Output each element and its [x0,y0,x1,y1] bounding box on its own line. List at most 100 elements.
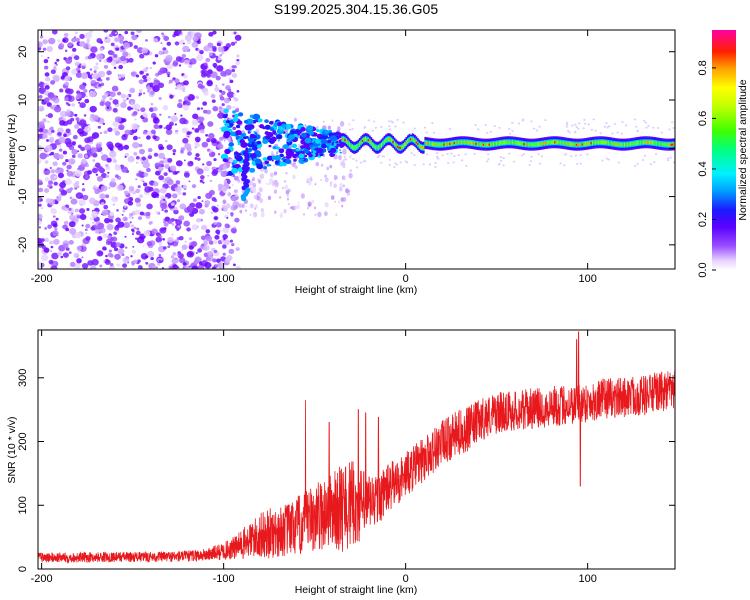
spectrogram-heatmap [38,30,675,269]
heatmap-cell [314,138,321,144]
heatmap-cell [324,124,326,127]
heatmap-cell [421,145,424,150]
heatmap-cell [108,186,111,189]
heatmap-cell [605,121,608,124]
heatmap-cell [61,226,64,228]
heatmap-cell [79,33,85,39]
heatmap-cell [558,140,560,145]
heatmap-cell [47,224,52,229]
heatmap-cell [434,162,437,165]
heatmap-cell [669,156,672,159]
heatmap-cell [168,186,171,188]
heatmap-cell [65,128,71,133]
heatmap-cell [536,142,539,147]
heatmap-cell [549,140,552,145]
heatmap-cell [382,141,384,146]
snr-frame [37,329,676,570]
heatmap-cell [122,42,131,49]
heatmap-cell [148,107,155,112]
heatmap-cell [100,73,103,76]
heatmap-cell [511,121,514,124]
heatmap-cell [663,142,665,147]
heatmap-cell [211,197,217,202]
heatmap-cell [91,210,98,217]
heatmap-cell [105,194,110,199]
heatmap-cell [543,142,547,145]
heatmap-cell [181,53,187,59]
heatmap-cell [48,37,56,45]
heatmap-cell [132,124,140,131]
heatmap-cell [290,130,296,135]
heatmap-cell [227,91,235,98]
heatmap-cell [266,155,273,161]
heatmap-cell [92,73,100,80]
heatmap-cell [512,160,516,163]
heatmap-cell [214,235,220,240]
y-tick-label: 0 [17,145,29,151]
heatmap-cell [106,91,110,95]
heatmap-cell [453,155,456,158]
heatmap-cell [84,126,92,133]
heatmap-cell [135,178,138,181]
heatmap-cell [283,209,287,214]
heatmap-cell [106,157,112,163]
heatmap-cell [279,213,283,218]
heatmap-cell [239,139,246,144]
heatmap-cell [521,119,524,122]
heatmap-cell [391,121,395,124]
heatmap-cell [322,120,325,123]
heatmap-cell [592,118,595,121]
heatmap-cell [436,152,439,155]
heatmap-cell [81,262,89,269]
heatmap-cell [633,165,637,168]
heatmap-cell [453,142,456,145]
heatmap-cell [195,142,200,148]
heatmap-cell [254,204,258,209]
heatmap-cell [317,211,322,218]
heatmap-cell [200,69,206,75]
heatmap-cell [114,174,119,179]
heatmap-cell [222,199,227,205]
heatmap-cell [300,193,305,199]
heatmap-cell [217,143,224,150]
heatmap-cell [136,172,141,177]
heatmap-cell [77,153,83,159]
heatmap-cell [215,84,218,87]
heatmap-cell [666,157,670,160]
heatmap-cell [50,265,58,269]
heatmap-cell [655,141,658,146]
heatmap-cell [60,255,64,259]
heatmap-cell [669,143,672,146]
heatmap-cell [388,125,391,128]
heatmap-cell [45,198,52,204]
heatmap-cell [235,60,241,66]
heatmap-cell [49,153,52,156]
heatmap-cell [188,64,193,69]
heatmap-cell [638,140,641,145]
heatmap-cell [70,117,75,122]
heatmap-cell [141,47,148,54]
heatmap-cell [139,70,144,75]
heatmap-cell [162,105,169,111]
heatmap-cell [187,205,194,212]
heatmap-cell [94,162,101,168]
heatmap-cell [71,103,76,107]
heatmap-cell [48,180,54,185]
heatmap-cell [132,190,137,195]
heatmap-cell [191,224,199,231]
heatmap-cell [320,163,324,167]
heatmap-cell [79,203,83,206]
heatmap-cell [183,159,186,162]
heatmap-cell [463,140,466,145]
colorbar-tick-label: 0.6 [697,111,709,126]
heatmap-cell [72,47,77,52]
heatmap-cell [97,236,103,241]
heatmap-cell [178,215,185,221]
heatmap-cell [562,141,565,145]
heatmap-cell [103,65,109,69]
heatmap-cell [234,151,239,155]
heatmap-cell [351,145,354,149]
heatmap-cell [106,243,109,246]
heatmap-cell [296,204,300,209]
heatmap-cell [38,201,41,205]
